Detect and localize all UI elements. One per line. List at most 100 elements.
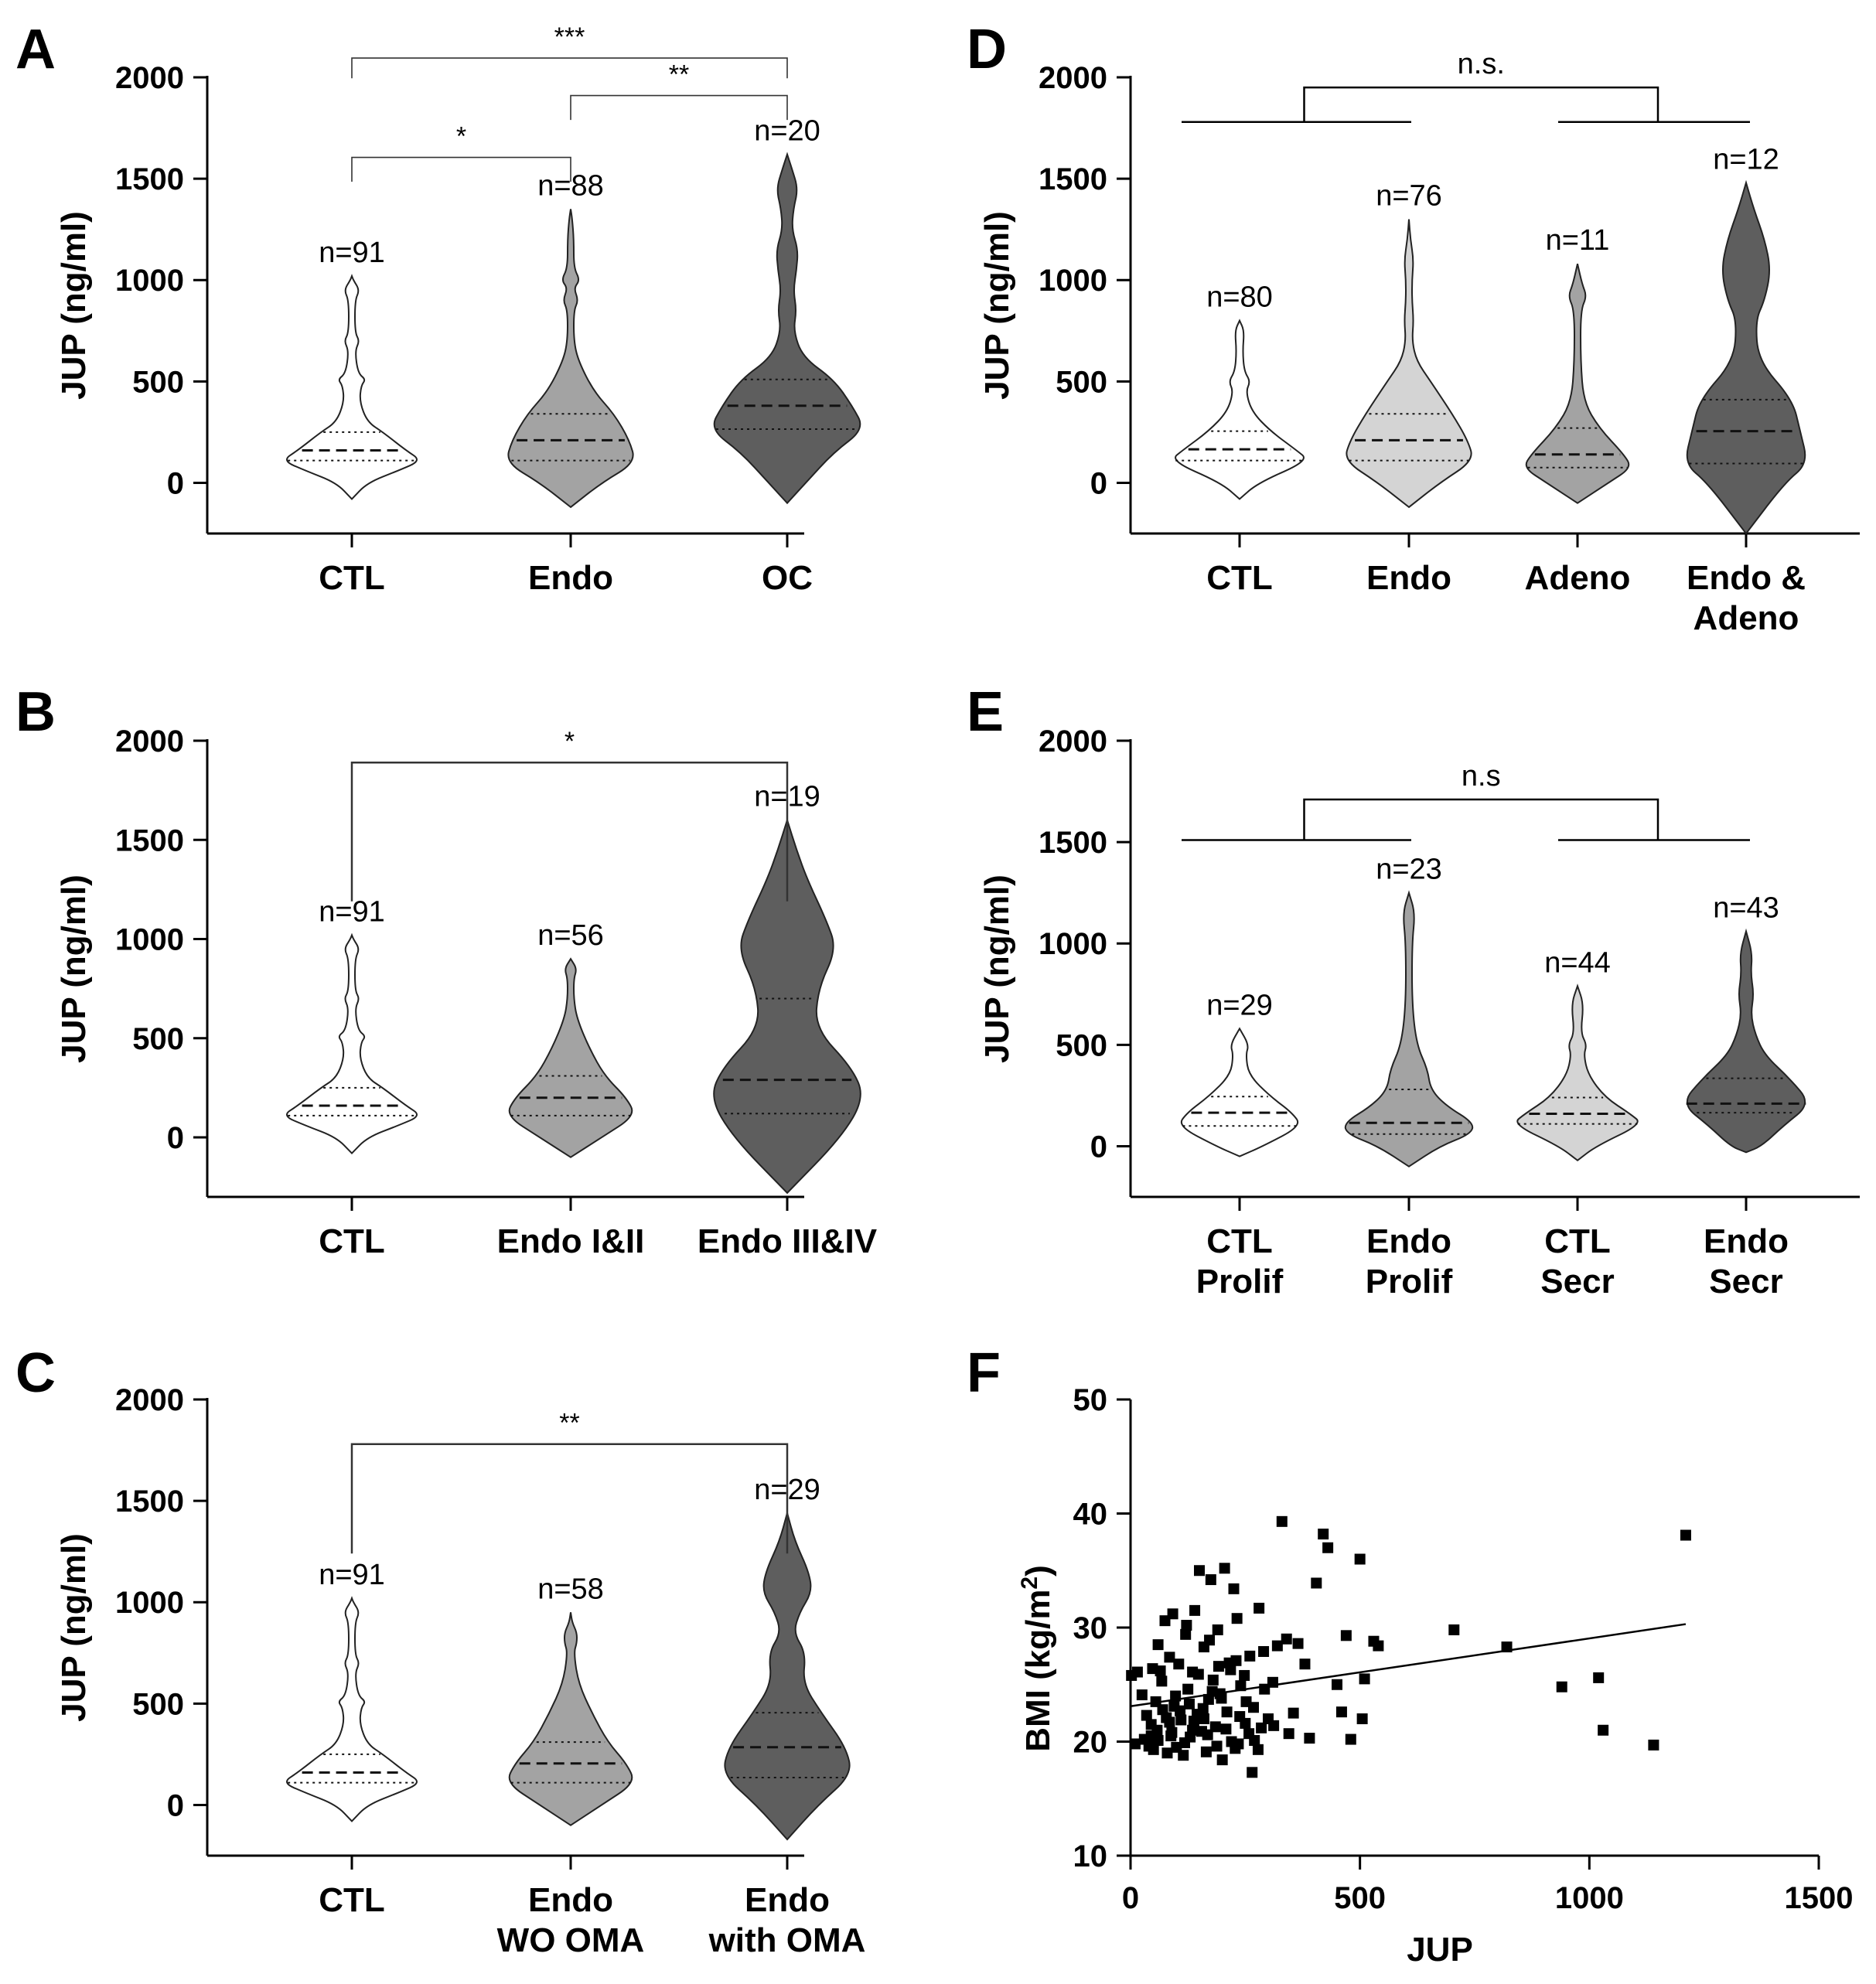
significance-bracket: ** [570,60,788,121]
violin-shape [713,152,861,505]
panel-letter: A [15,19,56,80]
scatter-point [1167,1608,1178,1620]
scatter-point [1188,1715,1199,1727]
y-tick-label: 2000 [115,724,184,758]
y-tick-label: 500 [132,1022,184,1056]
scatter-point [1234,1711,1246,1723]
scatter-point [1244,1650,1256,1662]
x-category-label: CTL [1206,559,1273,597]
scatter-point [1179,1737,1191,1748]
scatter-point [1148,1744,1159,1755]
sample-size-label: n=11 [1546,224,1610,257]
y-axis-title-superscript: 2 [1017,1577,1042,1590]
scatter-point [1220,1723,1232,1735]
scatter-point [1335,1706,1347,1718]
y-tick-label: 1000 [115,264,184,298]
sample-size-label: n=91 [319,1559,385,1591]
group-connector [1303,86,1659,122]
scatter-point [1200,1746,1212,1757]
y-axis-title: BMI (kg/m2) [1017,1565,1057,1752]
sample-size-label: n=23 [1376,854,1442,886]
scatter-point [1175,1705,1186,1716]
scatter-point [1213,1661,1224,1672]
x-category-label: CTL [1206,1222,1273,1260]
scatter-point [1254,1602,1265,1614]
x-category-label: Endo [528,1881,613,1919]
x-category-label: Endo [1704,1222,1789,1260]
violin-shape [1525,264,1630,504]
scatter-point [1345,1733,1356,1745]
y-tick-label: 1500 [115,1485,184,1519]
y-tick-label: 0 [167,1121,184,1155]
scatter-point [1152,1639,1164,1651]
group-comparison-bracket: n.s. [1182,48,1750,123]
scatter-point [1187,1724,1199,1736]
panel-c: C 0 500 1000 1500 2000 JUP (ng/ml) n=91 CTL n=58 E… [15,1342,865,1959]
scatter-point [1219,1563,1230,1574]
scatter-point [1354,1553,1366,1565]
scatter-point [1235,1680,1247,1692]
bracket-line [350,761,789,902]
y-axis-title: JUP (ng/ml) [55,211,93,400]
scatter-point [1192,1669,1204,1680]
violin-shape [1180,1027,1299,1157]
x-axis-title: JUP [1407,1931,1473,1969]
y-tick-label: 1000 [115,1586,184,1620]
scatter-point [1268,1720,1280,1731]
scatter-point [1156,1675,1168,1687]
x-tick-label: 500 [1334,1881,1386,1915]
bracket-line [351,57,788,79]
scatter-point [1178,1750,1189,1761]
y-axis-title-main: BMI (kg/m [1019,1590,1057,1752]
x-category-label: Endo & [1687,559,1806,597]
scatter-point [1593,1672,1605,1683]
y-tick-label: 500 [1056,365,1107,399]
x-category-label: Endo [745,1881,830,1919]
sample-size-label: n=80 [1206,281,1273,314]
group-connector [1303,798,1659,840]
sample-size-label: n=29 [1206,989,1273,1021]
y-axis-title: JUP (ng/ml) [978,211,1016,400]
y-tick-label: 1000 [1039,927,1107,961]
scatter-point [1189,1604,1201,1616]
y-tick-label: 0 [1090,466,1107,500]
x-category-label: WO OMA [497,1921,645,1959]
panel-d: D 0 500 1000 1500 2000 JUP (ng/ml) n=80 CTL n=76 E… [967,19,1860,637]
regression-line [1130,1623,1687,1708]
scatter-point [1129,1738,1141,1750]
scatter-point [1243,1728,1255,1740]
y-tick-label: 500 [132,365,184,399]
scatter-point [1311,1577,1322,1589]
x-category-label: Endo III&IV [698,1222,878,1260]
violin-group: n=80 CTL [1175,281,1305,597]
sample-size-label: n=56 [537,919,604,952]
y-tick-label: 2000 [1039,61,1107,95]
y-tick-label: 30 [1073,1611,1108,1645]
y-tick-label: 0 [167,1788,184,1822]
y-tick-label: 50 [1073,1383,1108,1417]
y-tick-label: 1500 [115,823,184,857]
significance-bracket: ** [350,1409,789,1554]
scatter-point [1180,1628,1192,1640]
y-axis-title: JUP (ng/ml) [978,874,1016,1063]
scatter-point [1216,1693,1227,1704]
y-tick-label: 500 [132,1687,184,1721]
violin-group: n=20 OC [713,115,861,597]
sample-size-label: n=12 [1713,143,1779,176]
violin-group: n=76 Endo [1346,180,1472,597]
scatter-point [1231,1613,1243,1624]
y-tick-label: 1500 [115,162,184,196]
violin-shape [1686,179,1806,535]
violin-shape [1344,890,1474,1168]
sample-size-label: n=76 [1376,180,1442,213]
scatter-point [1332,1679,1342,1690]
scatter-point [1359,1673,1370,1685]
scatter-point [1258,1645,1270,1657]
x-category-label: Secr [1540,1263,1614,1301]
